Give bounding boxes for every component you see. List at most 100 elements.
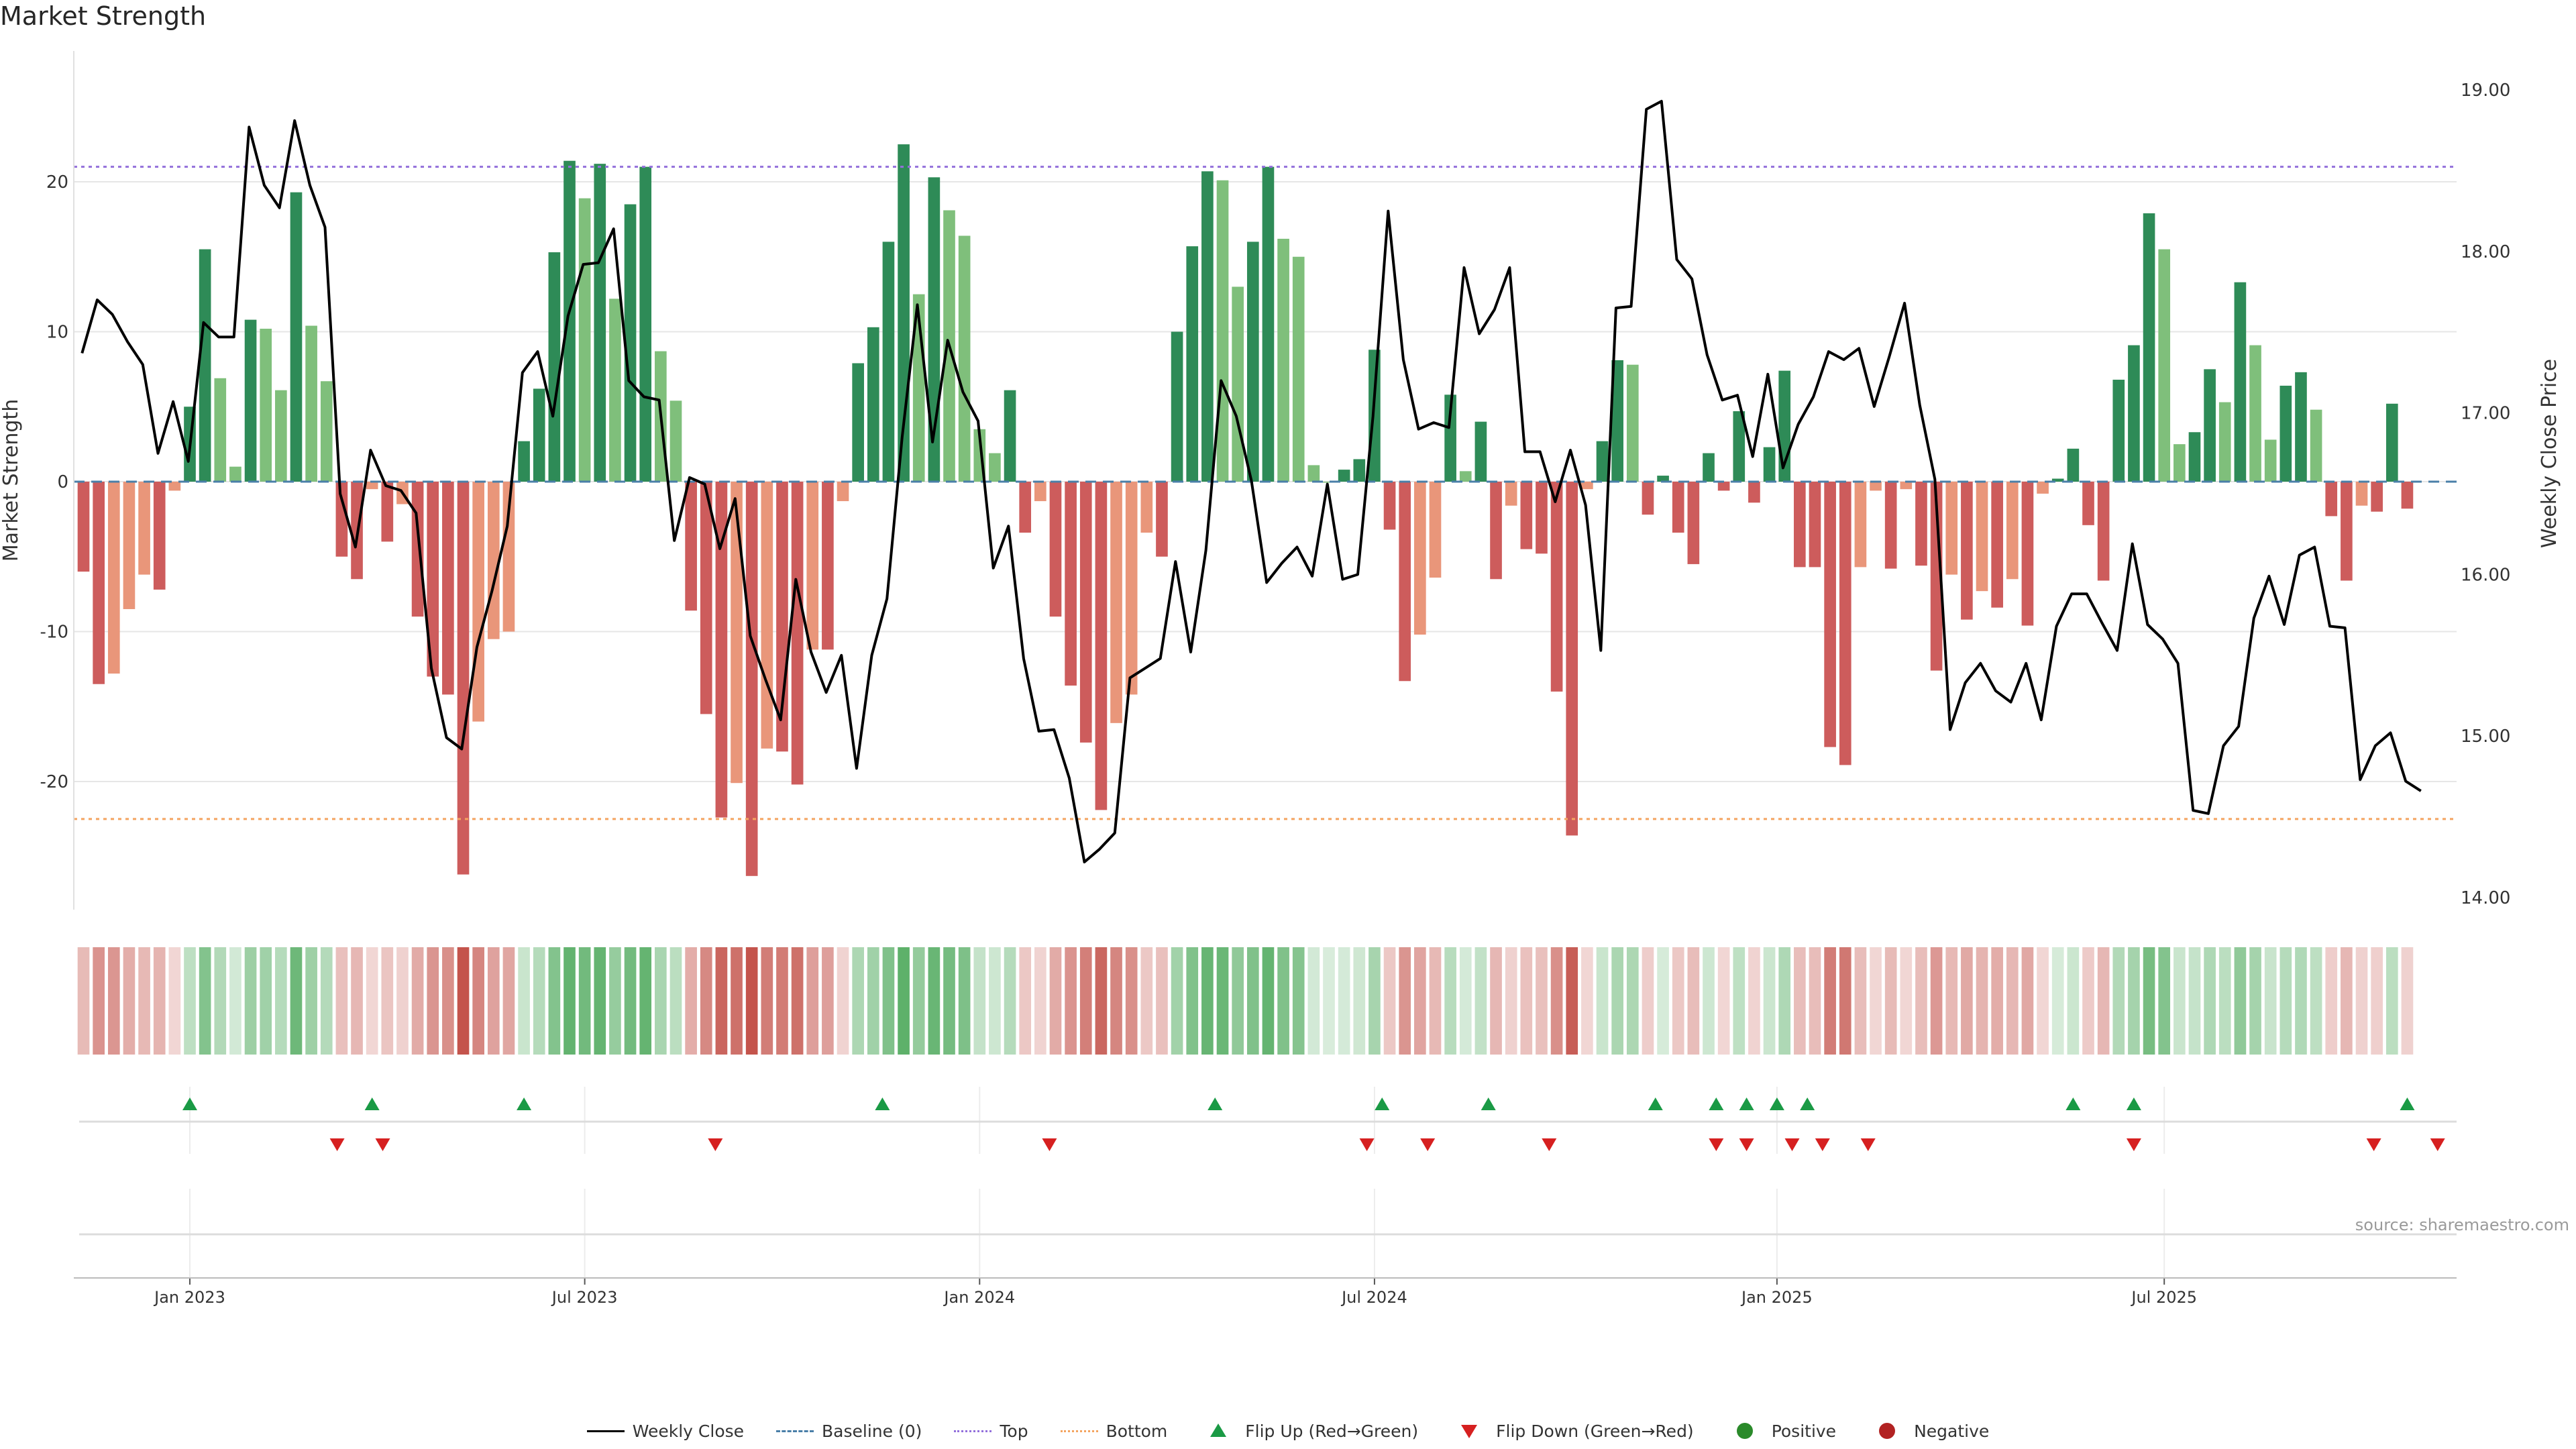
strength-bar (2310, 409, 2322, 482)
strength-bar (457, 482, 470, 875)
heat-cell (518, 947, 530, 1055)
strength-bar (669, 400, 682, 482)
left-tick-label: -10 (40, 623, 68, 643)
strength-bar (2204, 369, 2216, 482)
strength-bar (2082, 482, 2094, 525)
strength-bar (882, 241, 895, 482)
heat-cell (2112, 947, 2125, 1055)
flip-up-marker (875, 1097, 890, 1110)
strength-bar (1246, 241, 1259, 482)
heat-cell (2234, 947, 2247, 1055)
legend-item: Positive (1726, 1421, 1836, 1441)
heat-cell (1095, 947, 1108, 1055)
legend-symbol (1726, 1421, 1764, 1441)
strength-bar (1611, 360, 1623, 482)
strength-bar (502, 482, 515, 632)
strength-bar (2037, 482, 2049, 494)
heat-cell (260, 947, 272, 1055)
strength-bar (1687, 482, 1700, 564)
heat-cell (1004, 947, 1016, 1055)
right-axis-label: Weekly Close Price (2538, 359, 2561, 548)
source-annotation: source: sharemaestro.com (2355, 1216, 2569, 1234)
heat-cell (77, 947, 90, 1055)
heat-cell (2021, 947, 2034, 1055)
strength-bar (107, 482, 120, 674)
strength-bar (1338, 470, 1350, 482)
heat-cell (1778, 947, 1791, 1055)
heat-cell (1277, 947, 1289, 1055)
heat-cell (2006, 947, 2019, 1055)
heat-cell (244, 947, 257, 1055)
heat-cell (1717, 947, 1730, 1055)
heat-cell (852, 947, 864, 1055)
strength-bar (2021, 482, 2034, 626)
heat-cell (1383, 947, 1396, 1055)
heat-cell (837, 947, 849, 1055)
heat-cell (1687, 947, 1700, 1055)
heat-cell (1657, 947, 1669, 1055)
axes: 20 10 0 -10 -20 Jan 2023 Jul 2023 Jan 2024 Jul 2… (0, 51, 2561, 1307)
strength-bar (1961, 482, 1973, 620)
strength-bars (77, 144, 2414, 876)
strength-bar (442, 482, 454, 695)
flip-up-marker (1648, 1097, 1663, 1110)
heat-cell (2067, 947, 2080, 1055)
heat-cell (1262, 947, 1275, 1055)
heat-cell (502, 947, 515, 1055)
strength-bar (1884, 482, 1897, 569)
strength-bar (1232, 286, 1244, 482)
heat-cell (214, 947, 227, 1055)
strength-bar (1171, 331, 1183, 482)
strength-bar (1490, 482, 1502, 580)
heat-cell (1809, 947, 1821, 1055)
strength-bar (260, 329, 272, 482)
strength-bar (1642, 482, 1654, 515)
legend-label: Baseline (0) (822, 1421, 922, 1441)
heat-cell (731, 947, 743, 1055)
strength-bar (214, 378, 227, 482)
strength-bar (320, 381, 333, 482)
heat-cell (2355, 947, 2368, 1055)
close-line-layer (80, 99, 2422, 863)
heat-cell (1520, 947, 1533, 1055)
strength-bar (2218, 402, 2231, 482)
legend-item: Baseline (0) (776, 1421, 922, 1441)
strength-bar (1004, 390, 1016, 482)
strength-bar (2067, 448, 2080, 482)
heat-cell (2218, 947, 2231, 1055)
strength-bar (1809, 482, 1821, 568)
strength-bar (2341, 482, 2353, 581)
strength-bar (685, 482, 697, 611)
heat-cell (882, 947, 895, 1055)
strength-bar (1976, 482, 1988, 592)
heat-cell (1490, 947, 1502, 1055)
strength-bar (837, 482, 849, 502)
strength-bar (1991, 482, 2003, 608)
strength-bar (867, 327, 879, 482)
heat-cell (685, 947, 697, 1055)
flip-up-marker (2065, 1097, 2081, 1110)
strength-bar (229, 466, 241, 482)
left-tick-label: 10 (46, 323, 68, 343)
flip-down-marker (1359, 1138, 1375, 1151)
strength-bar (518, 441, 530, 482)
x-tick-label: Jul 2024 (1340, 1288, 1407, 1307)
heat-cell (655, 947, 667, 1055)
heat-cell (2325, 947, 2338, 1055)
heat-cell (381, 947, 394, 1055)
heat-cell (487, 947, 500, 1055)
flip-down-marker (1709, 1138, 1724, 1151)
legend-symbol (586, 1421, 625, 1441)
heat-cell (1156, 947, 1168, 1055)
strength-bar (1626, 364, 1639, 482)
strength-bar (791, 482, 804, 785)
strength-bar (1945, 482, 1958, 575)
heat-cell (533, 947, 545, 1055)
strength-bar (1763, 447, 1776, 482)
heat-cell (2341, 947, 2353, 1055)
legend-symbol (776, 1421, 814, 1441)
heat-cell (822, 947, 834, 1055)
x-tick-label: Jul 2025 (2130, 1288, 2197, 1307)
strength-bar (1034, 482, 1046, 502)
strength-bar (2006, 482, 2019, 580)
